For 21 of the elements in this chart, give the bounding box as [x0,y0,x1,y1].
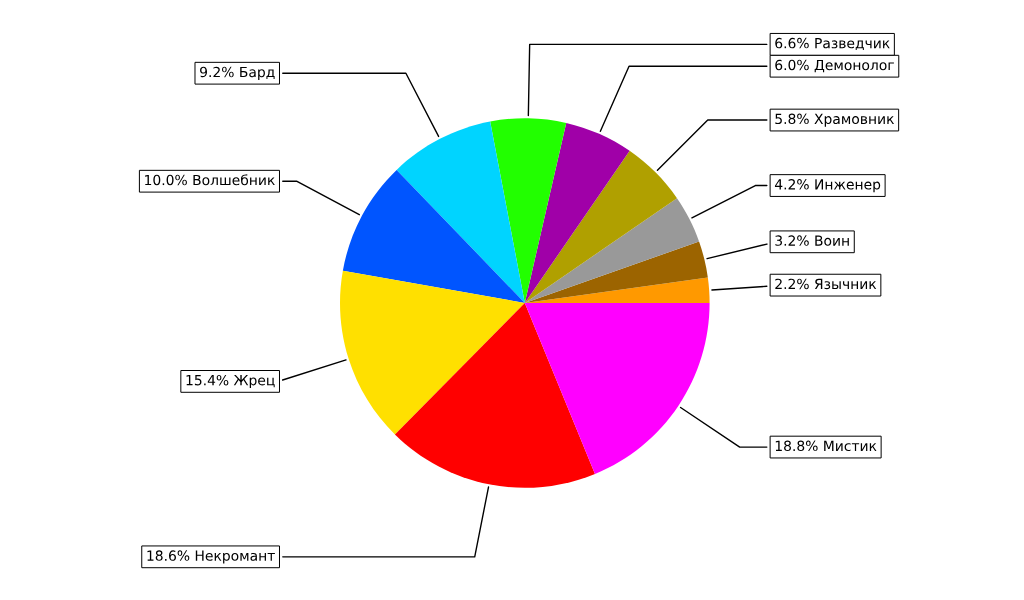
pie-slice [524,303,710,474]
slice-label: 10.0% Волшебник [145,174,275,186]
slice-label: 15.4% Жрец [186,374,275,389]
slice-label: 6.0% Демонолог [775,59,894,73]
pie-slice [342,169,525,303]
slice-label: 6.6% Разведчик [775,37,890,51]
slice-label: 18.6% Некромант [147,550,275,564]
pie-slice [394,303,595,488]
pie-slice [524,198,700,303]
slice-label: 9.2% Бард [200,66,275,80]
slice-label: 2.2% Язычник [775,278,877,290]
pie-slice [524,122,630,303]
pie-slice [524,241,708,303]
pie-slice [340,270,525,435]
slice-label: 4.2% Инженер [774,179,881,193]
pie-slice [396,121,525,303]
pie-slice [524,150,677,303]
slice-label: 5.8% Храмовник [775,113,895,127]
slice-label: 18.8% Мистик [775,440,877,452]
slice-label: 3.2% Воин [775,235,849,246]
pie-slice [490,118,567,303]
